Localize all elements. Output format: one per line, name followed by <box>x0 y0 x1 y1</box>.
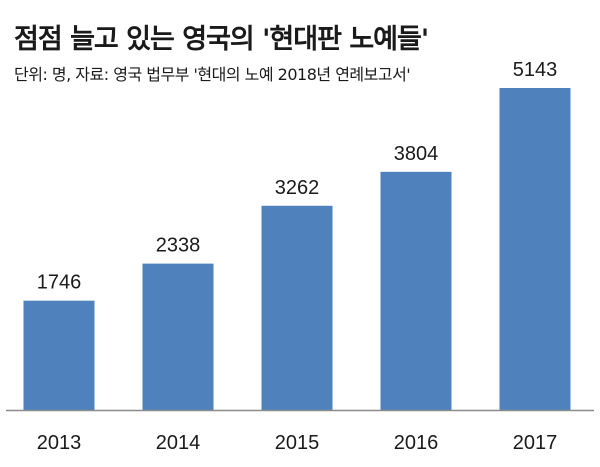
value-label-2016: 3804 <box>394 143 439 165</box>
bar-2013 <box>23 300 95 410</box>
bar-2014 <box>142 263 214 410</box>
x-tick-2014: 2014 <box>156 432 201 454</box>
x-tick-labels: 2013 2014 2015 2016 2017 <box>37 432 558 454</box>
x-tick-2013: 2013 <box>37 432 82 454</box>
chart-title: 점점 늘고 있는 영국의 '현대판 노예들' <box>14 24 428 55</box>
value-label-2013: 1746 <box>37 272 82 294</box>
x-tick-2017: 2017 <box>513 432 558 454</box>
x-tick-2015: 2015 <box>275 432 320 454</box>
value-labels: 1746 2338 3262 3804 5143 <box>37 59 558 294</box>
chart-subtitle: 단위: 명, 자료: 영국 법무부 '현대의 노예 2018년 연례보고서' <box>14 65 410 84</box>
bar-2016 <box>380 171 452 410</box>
bar-2015 <box>261 205 333 410</box>
value-label-2014: 2338 <box>156 235 201 257</box>
bar-2017 <box>499 88 571 410</box>
bar-series <box>23 88 571 410</box>
value-label-2015: 3262 <box>275 177 320 199</box>
x-tick-2016: 2016 <box>394 432 439 454</box>
value-label-2017: 5143 <box>513 59 558 81</box>
